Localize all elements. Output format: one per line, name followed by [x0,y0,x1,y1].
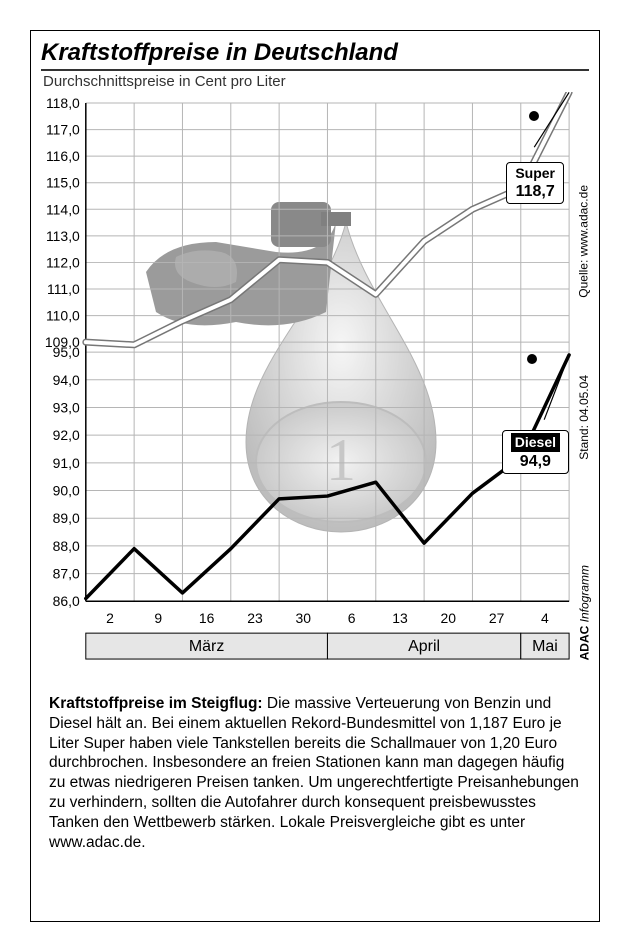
svg-text:117,0: 117,0 [46,122,80,138]
svg-text:März: März [189,638,224,655]
callout-super: Super 118,7 [506,162,564,204]
header: Kraftstoffpreise in Deutschland Durchsch… [31,31,599,92]
svg-text:112,0: 112,0 [46,254,80,270]
svg-text:9: 9 [154,610,162,626]
callout-diesel: Diesel 94,9 [502,430,569,474]
svg-text:6: 6 [348,610,356,626]
svg-text:27: 27 [489,610,505,626]
svg-text:4: 4 [541,610,549,626]
body-lede: Kraftstoffpreise im Steigflug: [49,695,263,712]
svg-text:88,0: 88,0 [53,538,80,554]
svg-text:89,0: 89,0 [53,510,80,526]
infographic-frame: Kraftstoffpreise in Deutschland Durchsch… [30,30,600,922]
svg-text:118,0: 118,0 [46,95,80,111]
svg-text:110,0: 110,0 [46,308,80,324]
callout-diesel-name: Diesel [511,433,560,452]
svg-text:30: 30 [296,610,312,626]
body-text: Die massive Verteuerung von Benzin und D… [49,695,579,851]
callout-super-name: Super [515,165,555,182]
chart-area: 1 109,0110,0111,0112,0113,0114,0115,0116… [31,92,599,682]
svg-text:90,0: 90,0 [53,483,80,499]
svg-text:2: 2 [106,610,114,626]
marker-diesel [527,354,537,364]
callout-diesel-value: 94,9 [511,452,560,471]
svg-text:116,0: 116,0 [46,148,80,164]
svg-text:94,0: 94,0 [53,372,80,388]
svg-text:95,0: 95,0 [53,344,80,360]
subtitle: Durchschnittspreise in Cent pro Liter [41,73,589,90]
svg-text:111,0: 111,0 [47,281,80,297]
callout-super-value: 118,7 [515,182,555,201]
svg-text:23: 23 [247,610,263,626]
svg-text:13: 13 [392,610,408,626]
svg-text:114,0: 114,0 [46,201,80,217]
svg-text:87,0: 87,0 [53,566,80,582]
svg-text:86,0: 86,0 [53,593,80,609]
svg-text:Mai: Mai [532,638,558,655]
svg-text:92,0: 92,0 [53,427,80,443]
svg-text:113,0: 113,0 [46,228,80,244]
svg-text:16: 16 [199,610,215,626]
svg-text:91,0: 91,0 [53,455,80,471]
marker-super [529,111,539,121]
svg-text:20: 20 [441,610,457,626]
body-copy: Kraftstoffpreise im Steigflug: Die massi… [31,682,599,863]
svg-text:93,0: 93,0 [53,399,80,415]
main-title: Kraftstoffpreise in Deutschland [41,39,589,71]
svg-text:April: April [408,638,440,655]
svg-text:115,0: 115,0 [46,175,80,191]
